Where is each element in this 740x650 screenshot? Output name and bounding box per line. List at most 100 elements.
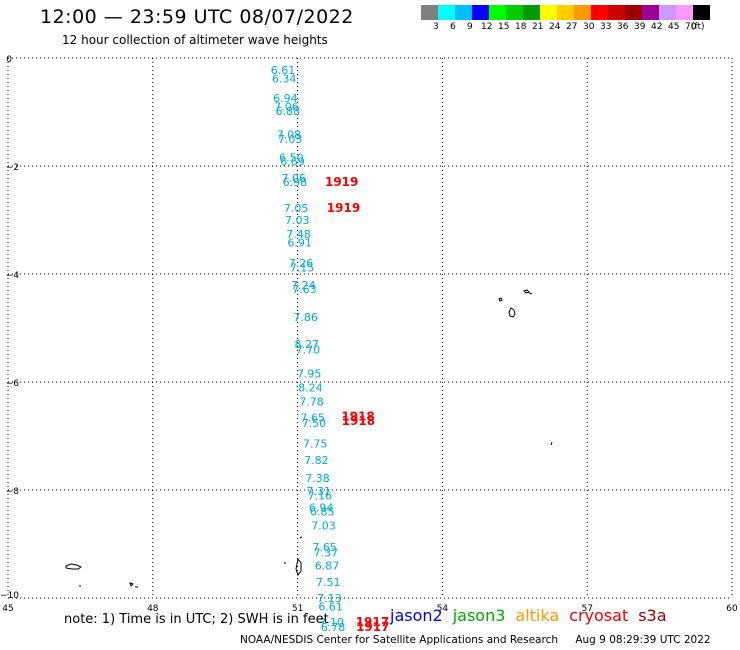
island-outline bbox=[129, 582, 138, 588]
wave-height-value: 7.24 bbox=[291, 279, 316, 292]
legend-label: 21 bbox=[532, 22, 544, 32]
map-subtitle: 12 hour collection of altimeter wave hei… bbox=[62, 33, 328, 47]
legend-swatch bbox=[574, 5, 591, 20]
legend-label: 33 bbox=[600, 22, 612, 32]
wave-height-value: 6.94 bbox=[309, 501, 334, 514]
satellite-track-jason2: 6.616.346.947.066.887.087.036.506.697.06… bbox=[271, 64, 346, 634]
wave-height-value: 6.61 bbox=[318, 601, 343, 614]
wave-height-value: 7.48 bbox=[286, 228, 311, 241]
wave-height-value: 8.24 bbox=[298, 381, 323, 394]
wave-height-value: 6.78 bbox=[321, 621, 346, 634]
axis-tick-labels: 45 48 51 54 57 60 0 −2 −4 −6 −8 −10 bbox=[0, 55, 738, 614]
legend-swatch bbox=[421, 5, 438, 20]
wave-height-value: 6.88 bbox=[276, 105, 301, 118]
pass-time-label: 1918 bbox=[342, 414, 375, 428]
map-title: 12:00 — 23:59 UTC 08/07/2022 bbox=[40, 6, 354, 28]
satellite-legend: jason2 jason3 altika cryosat s3a bbox=[390, 606, 677, 625]
x-tick-label: 57 bbox=[581, 604, 592, 614]
legend-swatch bbox=[540, 5, 557, 20]
wave-height-value: 6.98 bbox=[283, 176, 308, 189]
y-tick-label: −2 bbox=[6, 163, 19, 173]
satellite-s3a: s3a bbox=[638, 606, 667, 625]
y-tick-label: −8 bbox=[6, 487, 20, 497]
wave-height-value: 6.61 bbox=[271, 64, 296, 77]
pass-time-label: 1919 bbox=[327, 201, 360, 215]
pass-time-label: 1917 bbox=[356, 615, 389, 629]
wave-height-value: 6.91 bbox=[287, 237, 312, 250]
legend-swatch bbox=[455, 5, 472, 20]
legend-swatch bbox=[676, 5, 693, 20]
pass-time-label: 1919 bbox=[325, 175, 358, 189]
legend-label: 39 bbox=[634, 22, 646, 32]
legend-swatch bbox=[625, 5, 642, 20]
legend-label: (ft) bbox=[691, 22, 705, 32]
legend-swatch bbox=[523, 5, 540, 20]
credit-timestamp: Aug 9 08:29:39 UTC 2022 bbox=[575, 634, 711, 646]
legend-label: 3 bbox=[433, 22, 439, 32]
x-tick-label: 48 bbox=[147, 604, 159, 614]
island-outline bbox=[65, 563, 82, 570]
satellite-cryosat: cryosat bbox=[569, 606, 629, 625]
satellite-altika: altika bbox=[515, 606, 560, 625]
wave-height-value: 7.06 bbox=[274, 101, 299, 114]
legend-label: 15 bbox=[498, 22, 510, 32]
satellite-jason2: jason2 bbox=[390, 606, 443, 625]
legend-label: 12 bbox=[481, 22, 493, 32]
legend-label: 24 bbox=[549, 22, 561, 32]
satellite-jason3: jason3 bbox=[452, 606, 506, 625]
legend-swatch bbox=[489, 5, 506, 20]
legend-label: 36 bbox=[617, 22, 629, 32]
legend-label: 30 bbox=[583, 22, 595, 32]
wave-height-value: 7.95 bbox=[297, 367, 322, 380]
y-tick-label: 0 bbox=[6, 55, 12, 65]
island-outline bbox=[295, 557, 302, 577]
legend-label: 9 bbox=[467, 22, 473, 32]
wave-height-value: 7.38 bbox=[305, 472, 330, 485]
wave-height-value: 7.03 bbox=[311, 520, 336, 533]
legend-swatch bbox=[642, 5, 659, 20]
wave-height-value: 7.05 bbox=[284, 202, 309, 215]
wave-height-value: 6.34 bbox=[272, 73, 297, 86]
pass-time-label: 1918 bbox=[341, 410, 374, 424]
legend-swatch bbox=[506, 5, 523, 20]
wave-height-value: 7.08 bbox=[277, 129, 302, 142]
lat-lon-grid bbox=[7, 57, 733, 599]
legend-swatch bbox=[659, 5, 676, 20]
wave-height-value: 7.15 bbox=[290, 262, 315, 275]
wave-height-value: 7.37 bbox=[314, 547, 339, 560]
legend-swatch bbox=[591, 5, 608, 20]
legend-swatch bbox=[608, 5, 625, 20]
island-outline bbox=[299, 536, 303, 539]
legend-label: 18 bbox=[515, 22, 527, 32]
y-tick-label: −4 bbox=[6, 271, 20, 281]
legend-label: 70 bbox=[685, 22, 697, 32]
legend-swatch bbox=[438, 5, 455, 20]
island-outline bbox=[550, 441, 553, 446]
wave-height-value: 6.87 bbox=[315, 560, 340, 573]
legend-swatch bbox=[472, 5, 489, 20]
island-outline bbox=[498, 297, 503, 302]
wave-height-value: 6.94 bbox=[273, 92, 298, 105]
wave-height-value: 7.78 bbox=[299, 395, 324, 408]
wave-height-value: 7.86 bbox=[293, 311, 318, 324]
y-tick-label: −10 bbox=[0, 591, 19, 601]
legend-swatch bbox=[557, 5, 574, 20]
wave-height-value: 8.27 bbox=[295, 338, 320, 351]
note-text: note: 1) Time is in UTC; 2) SWH is in fe… bbox=[64, 612, 329, 627]
legend-label: 27 bbox=[566, 22, 578, 32]
wave-height-value: 7.70 bbox=[296, 344, 321, 357]
credit-line: NOAA/NESDIS Center for Satellite Applica… bbox=[240, 634, 725, 646]
wave-height-value: 7.03 bbox=[278, 133, 303, 146]
wave-height-value: 6.85 bbox=[310, 506, 335, 519]
island-outline bbox=[523, 289, 533, 295]
pass-time-label: 1917 bbox=[356, 620, 389, 634]
color-scale-legend bbox=[421, 5, 710, 20]
wave-height-value: 7.51 bbox=[316, 576, 341, 589]
legend-label: 42 bbox=[651, 22, 663, 32]
wave-height-value: 7.10 bbox=[320, 616, 345, 629]
x-tick-label: 54 bbox=[437, 604, 449, 614]
wave-height-value: 7.65 bbox=[301, 412, 326, 425]
wave-height-value: 6.69 bbox=[280, 156, 305, 169]
